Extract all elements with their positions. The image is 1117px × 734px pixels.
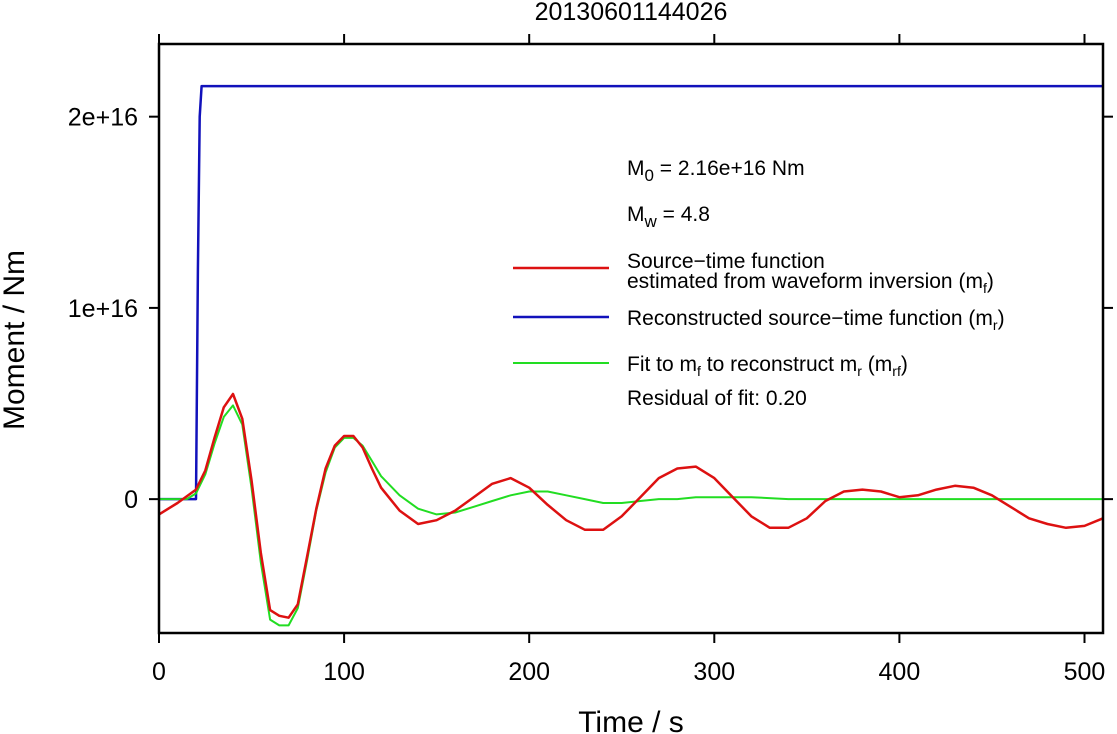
m0-value: = 2.16e+16 Nm — [654, 157, 805, 180]
x-tick-label: 200 — [508, 658, 550, 686]
chart-title: 20130601144026 — [535, 0, 728, 26]
series-line-mf — [158, 392, 1104, 619]
x-axis-title: Time / s — [578, 706, 684, 734]
plot-frame — [157, 42, 1105, 635]
m0-subscript: 0 — [645, 166, 654, 185]
mw-main: M — [627, 203, 645, 226]
y-tick-label: 2e+16 — [68, 104, 138, 132]
legend-label-mf-line2: estimated from waveform inversion (mf) — [627, 270, 994, 296]
x-tick-label: 400 — [879, 658, 921, 686]
y-axis-title: Moment / Nm — [0, 250, 31, 430]
x-tick-label: 0 — [152, 658, 166, 686]
series-line-mr — [159, 84, 1103, 501]
seismic-moment-label: M0 = 2.16e+16 Nm — [627, 157, 805, 185]
residual-label: Residual of fit: 0.20 — [627, 387, 807, 410]
legend: Source−time function estimated from wave… — [513, 250, 1005, 410]
series-layer — [158, 84, 1104, 627]
x-tick-label: 500 — [1064, 658, 1106, 686]
y-tick-label: 0 — [124, 486, 138, 514]
m0-main: M — [627, 157, 645, 180]
legend-label-mf-line1: Source−time function — [627, 250, 825, 273]
mw-subscript: w — [644, 212, 658, 231]
moment-magnitude-label: Mw = 4.8 — [627, 203, 710, 231]
legend-label-mrf: Fit to mf to reconstruct mr (mrf) — [627, 353, 908, 379]
mw-value: = 4.8 — [657, 203, 710, 226]
x-tick-label: 300 — [693, 658, 735, 686]
axes-layer: 0 100 200 300 400 500 0 1e+16 2e+16 — [68, 34, 1113, 686]
legend-label-mr: Reconstructed source−time function (mr) — [627, 307, 1005, 333]
y-tick-label: 1e+16 — [68, 295, 138, 323]
x-tick-label: 100 — [323, 658, 365, 686]
